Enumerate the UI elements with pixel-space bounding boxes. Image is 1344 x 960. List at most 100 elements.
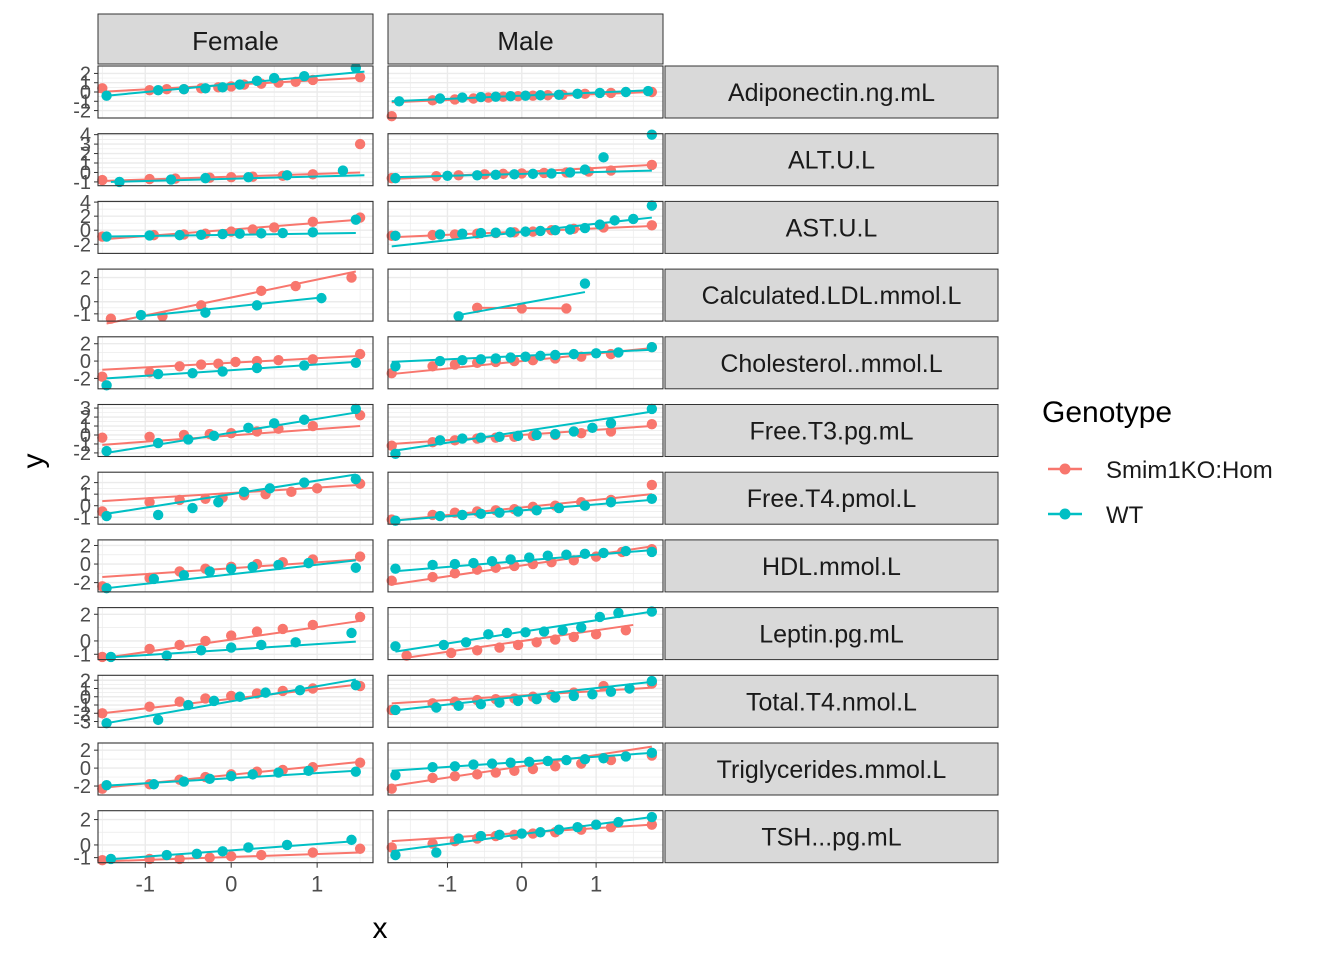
point-wt: [613, 816, 624, 828]
y-tick-label: 0: [80, 835, 91, 857]
y-tick-label: 3: [80, 134, 91, 156]
point-wt: [234, 691, 245, 702]
point-smim1ko-hom: [354, 348, 366, 360]
panel-female-leptin-pg-ml: -10 2: [73, 604, 374, 666]
point-wt: [453, 311, 464, 322]
panel-male-free-t4-pmol-l: [386, 471, 664, 526]
point-smim1ko-hom: [97, 432, 108, 443]
y-tick-label: 4: [80, 192, 91, 214]
row-strip-bg: [664, 133, 999, 187]
point-wt: [475, 698, 487, 710]
reference-line-wt: [106, 360, 356, 380]
point-smim1ko-hom: [449, 568, 461, 579]
point-wt: [268, 72, 280, 84]
point-smim1ko-hom: [174, 639, 185, 651]
point-wt: [152, 714, 164, 726]
row-strip-label: Total.T4.nmol.L: [746, 688, 917, 716]
point-smim1ko-hom: [449, 770, 461, 782]
point-wt: [613, 347, 624, 358]
point-wt: [564, 224, 576, 235]
point-wt: [572, 821, 583, 833]
point-smim1ko-hom: [200, 693, 211, 704]
point-wt: [427, 559, 438, 571]
y-tick-label: 0: [80, 162, 91, 184]
point-wt: [468, 557, 479, 569]
point-smim1ko-hom: [646, 220, 658, 231]
point-wt: [183, 699, 194, 711]
reference-line-wt: [106, 840, 356, 861]
row-strip-hdl-mmol-l: HDL.mmol.L: [664, 539, 999, 593]
point-wt: [527, 168, 539, 180]
y-tick-label: -2: [73, 443, 91, 465]
point-wt: [226, 770, 237, 782]
point-smim1ko-hom: [273, 355, 284, 366]
point-wt: [646, 606, 658, 617]
panel-female-cholesterol-mmol-l: -202: [73, 334, 374, 391]
y-tick-label: 1: [80, 679, 91, 701]
y-tick-label: 0: [80, 220, 91, 242]
point-wt: [475, 508, 487, 519]
point-wt: [490, 91, 501, 102]
point-wt: [350, 473, 362, 485]
y-tick-label: 2: [80, 334, 91, 356]
panel-male-adiponectin-ng-ml: [386, 65, 664, 122]
point-wt: [475, 91, 487, 103]
panel-border: [387, 810, 664, 864]
point-smim1ko-hom: [251, 626, 263, 637]
point-wt: [442, 170, 453, 181]
point-wt: [620, 86, 632, 98]
panel-border: [387, 742, 664, 796]
y-tick-label: 2: [80, 206, 91, 228]
panel-male-alt-u-l: [386, 129, 664, 187]
point-wt: [390, 770, 401, 781]
point-wt: [475, 227, 487, 239]
point-smim1ko-hom: [494, 642, 505, 653]
point-wt: [598, 753, 609, 764]
y-tick-label: 4: [80, 125, 91, 147]
panel-female-calculated-ldl-mmol-l: -102: [73, 268, 374, 326]
point-smim1ko-hom: [226, 851, 237, 862]
point-wt: [646, 675, 658, 687]
point-wt: [114, 176, 125, 188]
panel-border: [97, 471, 374, 525]
point-wt: [434, 355, 446, 367]
point-wt: [135, 309, 147, 321]
point-wt: [494, 431, 505, 442]
point-wt: [576, 622, 587, 633]
point-smim1ko-hom: [213, 358, 224, 369]
point-wt: [520, 90, 531, 101]
point-smim1ko-hom: [386, 440, 397, 451]
row-strip-triglycerides-mmol-l: Triglycerides.mmol.L: [664, 742, 999, 796]
point-smim1ko-hom: [97, 708, 108, 719]
point-wt: [105, 853, 117, 865]
column-strip-label: Female: [192, 26, 279, 56]
point-smim1ko-hom: [550, 634, 561, 645]
row-strip-label: AST.U.L: [786, 214, 878, 242]
point-wt: [251, 362, 263, 374]
point-smim1ko-hom: [605, 821, 617, 833]
point-wt: [449, 761, 461, 772]
panel-male-ast-u-l: [386, 200, 664, 254]
panel-border: [387, 200, 664, 254]
point-smim1ko-hom: [307, 169, 319, 180]
point-smim1ko-hom: [105, 313, 117, 324]
y-tick-label: 3: [80, 398, 91, 420]
point-wt: [427, 762, 438, 773]
row-strip-label: Free.T4.pmol.L: [747, 485, 917, 513]
point-wt: [217, 82, 228, 93]
point-wt: [217, 846, 228, 857]
panel-male-tsh-pg-ml: [386, 810, 664, 864]
panels-layer: -2-1012-101234-2024-102-202-2-10123-1012…: [73, 62, 664, 870]
panel-female-tsh-pg-ml: -10 2: [73, 810, 374, 870]
x-tick-label: 1: [311, 872, 323, 897]
point-smim1ko-hom: [427, 772, 438, 784]
point-wt: [204, 773, 215, 785]
point-wt: [273, 559, 284, 571]
series-wt: [135, 292, 327, 321]
point-wt: [290, 637, 301, 648]
point-smim1ko-hom: [516, 303, 527, 314]
point-wt: [561, 549, 572, 560]
point-wt: [646, 811, 658, 823]
point-smim1ko-hom: [307, 354, 319, 365]
